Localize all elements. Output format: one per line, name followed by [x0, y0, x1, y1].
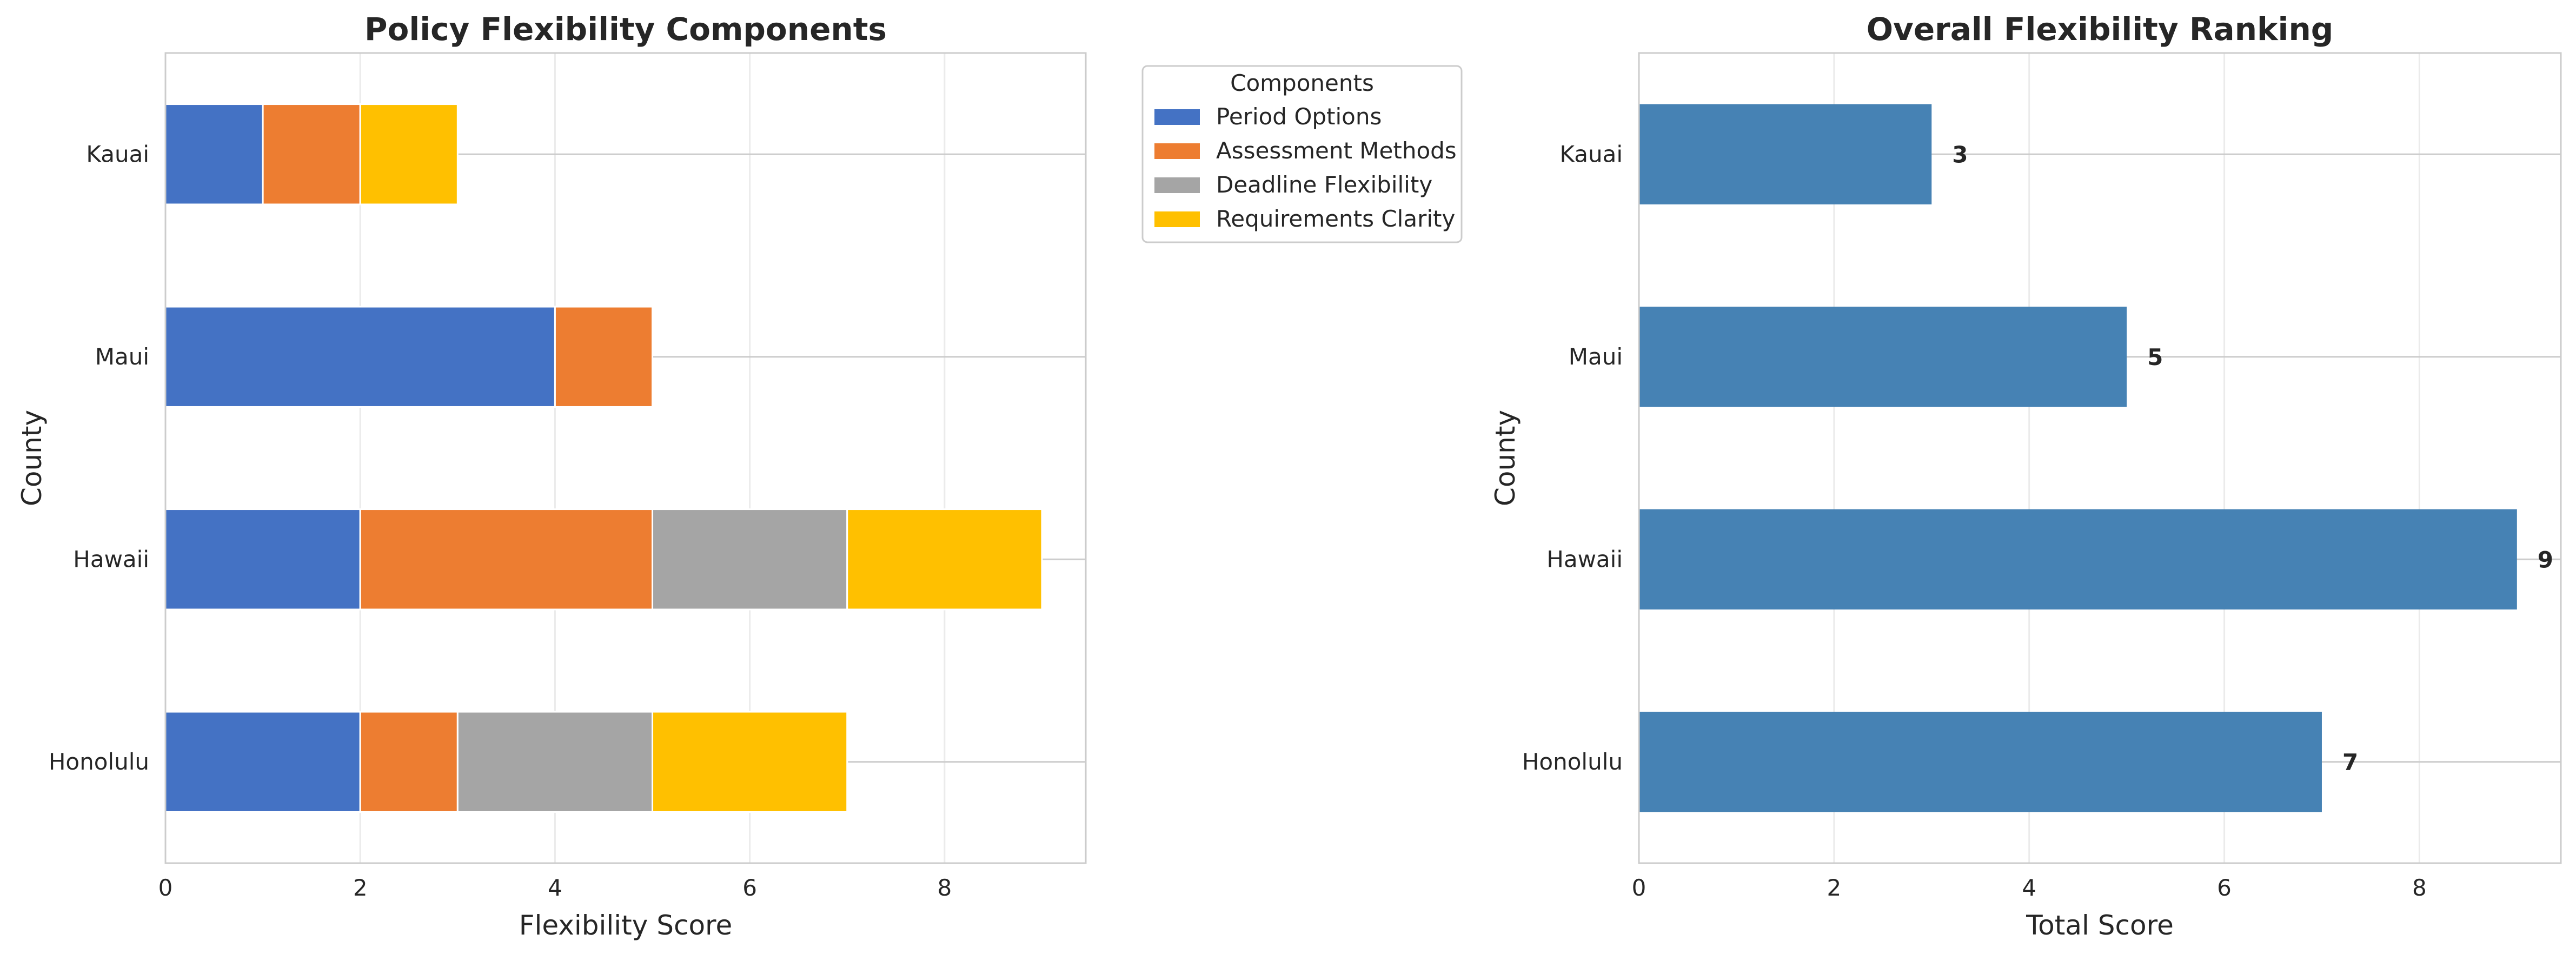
components-x-tick-2: 2: [353, 875, 368, 901]
bar-hawaii-assessment-methods: [359, 508, 654, 611]
bar-honolulu-requirements-clarity: [652, 711, 848, 813]
components-y-ticks: Honolulu Hawaii Maui Kauai: [49, 141, 149, 775]
ranking-x-tick-0: 0: [1632, 875, 1646, 901]
ranking-y-axis-label: County: [1490, 410, 1521, 506]
data-label-honolulu: 7: [2342, 749, 2358, 776]
legend-label-deadline-flexibility: Deadline Flexibility: [1216, 171, 1432, 198]
ranking-y-tick-maui: Maui: [1569, 343, 1623, 370]
legend-swatch-requirements-clarity: [1154, 211, 1200, 227]
bar-kauai-assessment-methods: [262, 103, 361, 206]
legend-label-period-options: Period Options: [1216, 103, 1382, 130]
data-label-maui: 5: [2147, 344, 2163, 370]
components-bars: [164, 103, 1043, 813]
bar-kauai-period-options: [164, 103, 264, 206]
bar-kauai-total: [1639, 104, 1932, 204]
components-x-tick-0: 0: [158, 875, 173, 901]
components-x-tick-4: 4: [548, 875, 562, 901]
legend-swatch-assessment-methods: [1154, 143, 1200, 159]
ranking-y-ticks: Honolulu Hawaii Maui Kauai: [1522, 141, 1623, 775]
ranking-x-axis-label: Total Score: [2026, 910, 2174, 941]
components-y-tick-honolulu: Honolulu: [49, 748, 149, 775]
components-plot-frame: [164, 52, 1087, 864]
components-y-tick-hawaii: Hawaii: [73, 546, 149, 572]
components-x-tick-8: 8: [937, 875, 952, 901]
bar-hawaii-requirements-clarity: [846, 508, 1043, 611]
components-x-ticks: 0 2 4 6 8: [158, 875, 952, 901]
components-chart: 0 2 4 6 8 Honolulu Hawaii Maui Kauai Policy Fle…: [16, 11, 1087, 941]
ranking-chart-title: Overall Flexibility Ranking: [1867, 11, 2334, 48]
components-y-tick-maui: Maui: [95, 343, 149, 370]
bar-honolulu-assessment-methods: [359, 711, 459, 813]
ranking-data-labels: 7 9 5 3: [1952, 141, 2553, 776]
bar-honolulu-period-options: [164, 711, 361, 813]
bar-hawaii-period-options: [164, 508, 361, 611]
legend-entries: Period Options Assessment Methods Deadline…: [1154, 103, 1457, 232]
bar-honolulu-deadline-flexibility: [456, 711, 654, 813]
ranking-x-tick-8: 8: [2412, 875, 2427, 901]
legend-swatch-deadline-flexibility: [1154, 177, 1200, 193]
components-x-tick-6: 6: [742, 875, 757, 901]
components-y-tick-kauai: Kauai: [86, 141, 149, 167]
bar-maui-assessment-methods: [554, 306, 654, 408]
data-label-kauai: 3: [1952, 141, 1968, 168]
ranking-chart: 0 2 4 6 8 Honolulu Hawaii Maui Kauai 7 9 5 3 Overa…: [1490, 11, 2562, 941]
ranking-y-tick-kauai: Kauai: [1559, 141, 1623, 167]
legend-title: Components: [1230, 70, 1374, 96]
ranking-x-tick-2: 2: [1827, 875, 1841, 901]
legend-swatch-period-options: [1154, 109, 1200, 125]
ranking-x-ticks: 0 2 4 6 8: [1632, 875, 2427, 901]
ranking-y-tick-hawaii: Hawaii: [1546, 546, 1623, 572]
data-label-hawaii: 9: [2538, 546, 2553, 573]
bar-honolulu-total: [1639, 712, 2322, 812]
ranking-y-tick-honolulu: Honolulu: [1522, 748, 1623, 775]
legend-label-requirements-clarity: Requirements Clarity: [1216, 206, 1455, 232]
components-x-axis-label: Flexibility Score: [519, 910, 733, 941]
ranking-bars: [1639, 104, 2517, 812]
ranking-plot-frame: [1638, 52, 2562, 864]
bar-hawaii-deadline-flexibility: [652, 508, 848, 611]
components-y-axis-label: County: [16, 410, 48, 506]
bar-maui-total: [1639, 307, 2127, 407]
ranking-x-tick-6: 6: [2217, 875, 2232, 901]
bar-hawaii-total: [1639, 509, 2517, 610]
ranking-x-tick-4: 4: [2022, 875, 2036, 901]
bar-kauai-requirements-clarity: [359, 103, 459, 206]
components-chart-title: Policy Flexibility Components: [364, 11, 887, 48]
components-legend: Components Period Options Assessment Meth…: [1141, 65, 1463, 243]
bar-maui-period-options: [164, 306, 556, 408]
legend-label-assessment-methods: Assessment Methods: [1216, 137, 1457, 164]
legend-frame: [1141, 65, 1463, 243]
